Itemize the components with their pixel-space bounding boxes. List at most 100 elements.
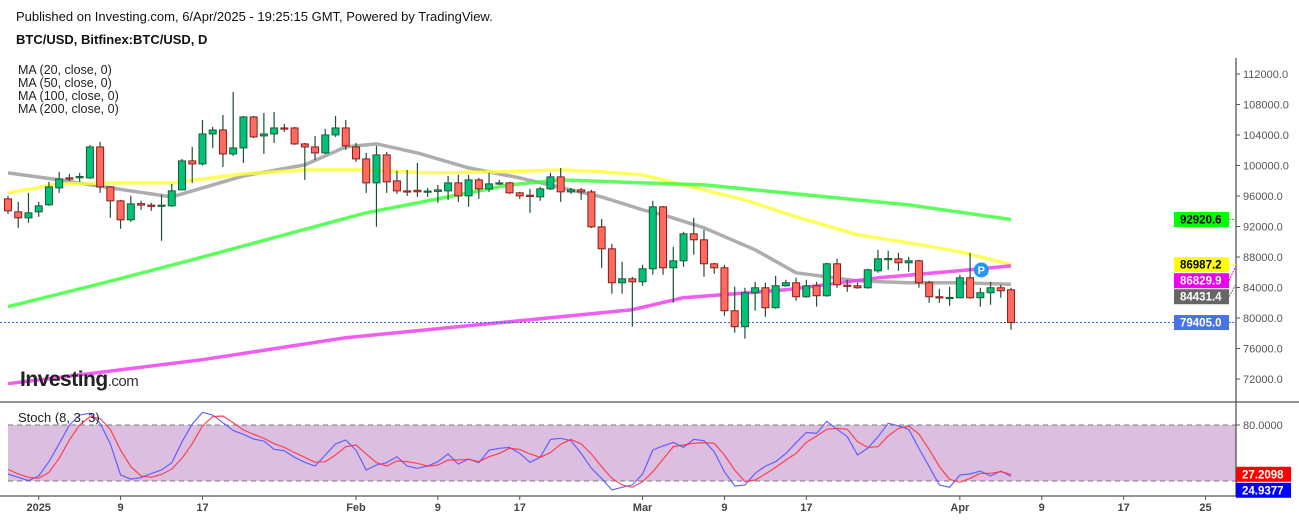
candle <box>577 187 586 200</box>
candle <box>454 174 463 202</box>
candle-body <box>556 176 565 193</box>
candle-body <box>4 198 12 212</box>
x-tick-label: Mar <box>633 502 653 514</box>
candle <box>311 135 320 160</box>
candle-body <box>730 310 739 328</box>
candle-body <box>638 268 647 283</box>
candle-body <box>44 186 53 206</box>
candle <box>802 279 811 298</box>
price-badges: 92920.6 86987.2 86829.9 84431.4 79405.0 27.20… <box>1174 211 1291 498</box>
x-tick-label: Apr <box>950 502 970 514</box>
ma-value-badge-text: 84431.4 <box>1180 292 1222 304</box>
candle <box>607 243 616 294</box>
candle <box>351 142 360 162</box>
candle-body <box>863 269 872 289</box>
candle-body <box>341 127 350 147</box>
stoch-value-badge-text: 27.2098 <box>1242 469 1284 481</box>
candle <box>884 250 893 270</box>
candle-body <box>659 206 668 269</box>
candle <box>392 170 401 194</box>
candle-body <box>669 260 678 269</box>
candle-body <box>515 192 524 197</box>
candle-body <box>270 127 279 135</box>
candle <box>699 229 708 277</box>
last-price-badge-text: 79405.0 <box>1180 318 1222 330</box>
candle-body <box>433 189 442 192</box>
candle <box>290 126 299 145</box>
candle-body <box>464 179 473 197</box>
candle-body <box>24 212 33 219</box>
candle-body <box>198 133 207 165</box>
candle-body <box>505 182 514 194</box>
candle <box>249 115 258 139</box>
candle-body <box>699 239 708 265</box>
ma-line <box>7 264 1012 386</box>
logo-main: Investing <box>20 368 108 391</box>
candle-body <box>966 277 975 299</box>
candle-body <box>843 284 852 287</box>
x-tick-label: 17 <box>196 502 208 514</box>
candle <box>403 169 412 196</box>
candle-body <box>188 160 197 165</box>
y-tick-label: 92000.0 <box>1243 222 1283 234</box>
candle-body <box>833 263 842 286</box>
candle-body <box>894 258 903 264</box>
candle-body <box>444 182 453 192</box>
candle-body <box>280 127 289 130</box>
symbol-title: BTC/USD, Bitfinex:BTC/USD, D <box>16 32 208 47</box>
candle <box>843 279 852 292</box>
candle-body <box>546 176 555 190</box>
candle-body <box>474 179 483 190</box>
candle <box>218 114 227 167</box>
candle <box>116 199 125 229</box>
candle-body <box>781 282 790 287</box>
legend-ma100[interactable]: MA (100, close, 0) <box>18 89 119 103</box>
candle-body <box>710 263 719 269</box>
chart-marker[interactable]: P <box>973 262 989 278</box>
candle <box>44 181 53 206</box>
published-note: Published on Investing.com, 6/Apr/2025 -… <box>16 9 493 24</box>
candle <box>55 171 64 193</box>
candle <box>833 258 842 288</box>
candle <box>955 274 964 299</box>
candle <box>863 268 872 289</box>
candle <box>270 111 279 143</box>
candle <box>945 286 954 306</box>
candle-body <box>740 292 749 328</box>
candle <box>75 172 84 182</box>
legend-ma50[interactable]: MA (50, close, 0) <box>18 76 112 90</box>
candle-body <box>177 160 186 191</box>
candle-body <box>311 146 320 154</box>
candle <box>556 167 565 202</box>
stoch-value-badge <box>1236 482 1291 498</box>
legend-ma200[interactable]: MA (200, close, 0) <box>18 102 119 116</box>
candle <box>996 284 1005 298</box>
candle-body <box>751 287 760 294</box>
candle <box>85 144 94 179</box>
y-tick-label: 80000.0 <box>1243 313 1283 325</box>
candle <box>935 288 944 303</box>
candle <box>167 183 176 207</box>
legend-ma20[interactable]: MA (20, close, 0) <box>18 63 112 77</box>
candle <box>925 280 934 303</box>
candle <box>177 158 186 191</box>
candle-body <box>321 134 330 154</box>
candle-body <box>249 116 258 138</box>
candle-body <box>116 200 125 221</box>
candle <box>751 281 760 311</box>
candle-body <box>362 158 371 184</box>
candle <box>505 181 514 194</box>
candle <box>423 187 432 197</box>
candle <box>362 152 371 193</box>
ma-value-badge-text: 92920.6 <box>1180 214 1222 226</box>
candle-body <box>597 226 606 250</box>
candle-body <box>618 278 627 284</box>
stoch-legend[interactable]: Stoch (8, 3, 3) <box>18 410 100 425</box>
candle <box>679 231 688 267</box>
stoch-tick-label: 80.0000 <box>1243 420 1283 432</box>
candle <box>495 179 504 185</box>
candle <box>126 195 135 222</box>
candle-body <box>771 285 780 309</box>
candle <box>157 194 166 241</box>
